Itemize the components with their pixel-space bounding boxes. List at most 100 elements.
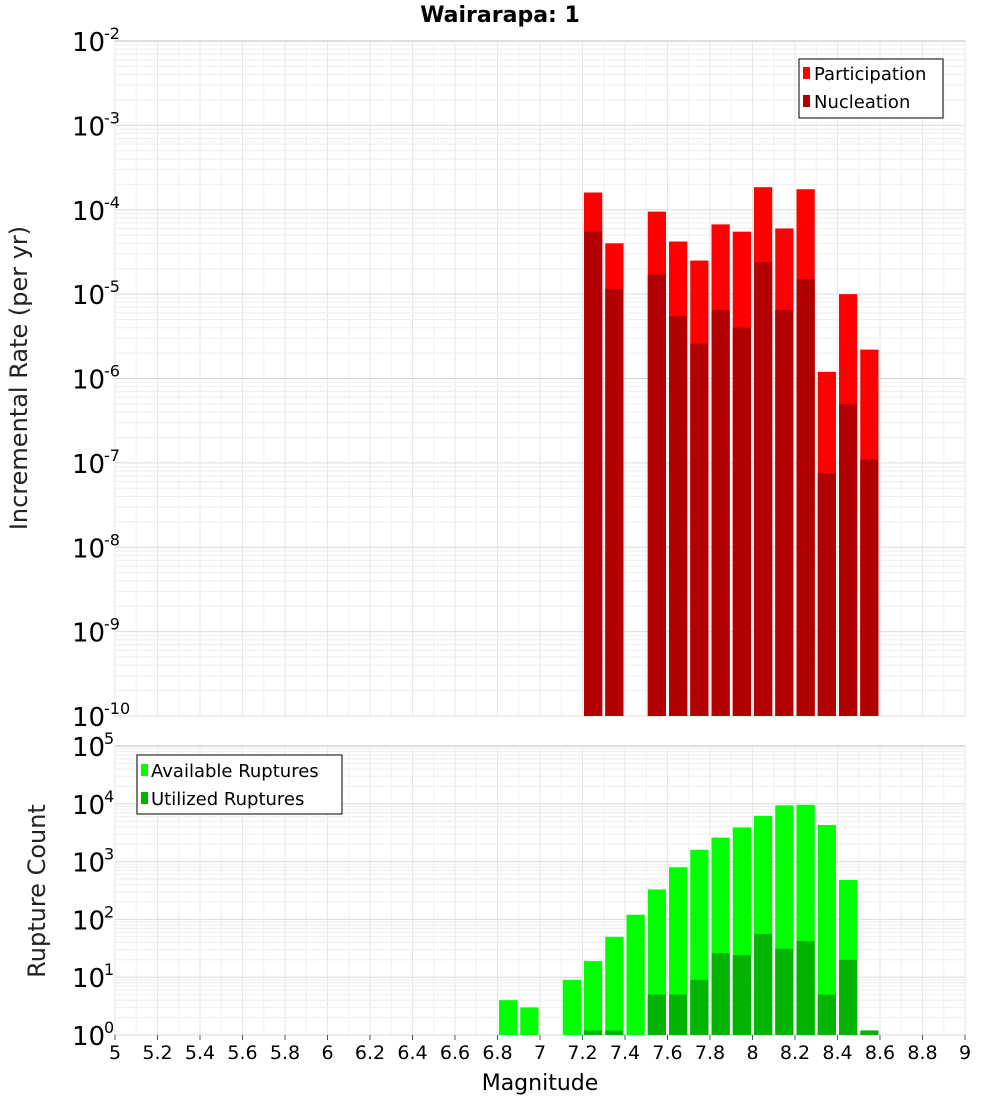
x-tick-label: 6.6 (440, 1042, 470, 1064)
y-tick-exponent: 1 (104, 960, 114, 979)
chart-title: Wairarapa: 1 (420, 3, 580, 28)
x-tick-label: 7.2 (567, 1042, 597, 1064)
legend-swatch-available (141, 764, 148, 776)
y-tick-label: 10 (72, 534, 105, 564)
x-tick-label: 6.2 (355, 1042, 385, 1064)
y-tick-label: 10 (72, 197, 105, 227)
y-tick-label: 10 (72, 791, 105, 821)
bottom-bar-s2 (584, 1030, 603, 1035)
bottom-bar-s1 (626, 914, 645, 1035)
top-bar-s2 (732, 327, 751, 716)
x-tick-label: 8.6 (865, 1042, 895, 1064)
y-tick-exponent: -8 (104, 530, 120, 549)
legend-swatch-utilized (141, 792, 148, 804)
x-tick-label: 8 (746, 1042, 758, 1064)
y-tick-label: 10 (72, 619, 105, 649)
bottom-bar-s2 (754, 933, 773, 1035)
legend-swatch-nucleation (803, 95, 810, 107)
y-tick-label: 10 (72, 28, 105, 58)
bottom-bar-s2 (605, 1030, 624, 1035)
top-bar-s2 (817, 473, 836, 716)
y-tick-label: 10 (72, 906, 105, 936)
x-tick-label: 8.2 (780, 1042, 810, 1064)
legend-swatch-participation (803, 67, 810, 79)
top-legend: Participation Nucleation (798, 58, 944, 119)
bottom-y-axis-label: Rupture Count (23, 804, 51, 978)
bottom-bar-s1 (562, 979, 581, 1035)
y-tick-exponent: -2 (104, 24, 120, 43)
top-bar-s2 (690, 343, 709, 716)
bottom-bar-s1 (605, 936, 624, 1035)
y-tick-exponent: 5 (104, 729, 114, 748)
top-bar-s2 (860, 459, 879, 716)
bottom-bar-s2 (775, 948, 794, 1035)
x-tick-label: 5.8 (270, 1042, 300, 1064)
y-tick-exponent: 2 (104, 902, 114, 921)
x-tick-label: 7 (534, 1042, 546, 1064)
x-tick-label: 8.4 (822, 1042, 852, 1064)
x-tick-label: 5.4 (185, 1042, 215, 1064)
y-tick-exponent: -10 (104, 699, 130, 718)
top-bar-s2 (839, 403, 858, 716)
top-bar-s2 (775, 309, 794, 716)
bottom-bar-s2 (817, 994, 836, 1035)
top-legend-box (798, 58, 944, 119)
bottom-bar-s2 (839, 959, 858, 1035)
x-tick-label: 9 (959, 1042, 971, 1064)
y-tick-exponent: -4 (104, 193, 120, 212)
top-grid (114, 41, 966, 717)
y-tick-exponent: -6 (104, 362, 120, 381)
y-tick-label: 10 (72, 366, 105, 396)
x-tick-label: 6.8 (482, 1042, 512, 1064)
y-tick-exponent: -3 (104, 108, 120, 127)
bottom-bar-s2 (647, 994, 666, 1035)
top-y-axis-label: Incremental Rate (per yr) (5, 226, 33, 530)
bottom-bar-s1 (817, 824, 836, 1035)
y-tick-exponent: -9 (104, 615, 120, 634)
y-tick-label: 10 (72, 703, 105, 733)
bottom-legend-box (136, 754, 343, 815)
x-tick-label: 5 (109, 1042, 121, 1064)
top-y-ticks: 10-210-310-410-510-610-710-810-910-10 (72, 24, 130, 733)
bottom-bar-s2 (732, 955, 751, 1035)
x-axis-ticks: 5 5.2 5.4 5.6 5.8 6 6.2 6.4 6.6 6.8 7 7.2 7.4 7.6 7.8 8… (109, 1035, 971, 1064)
bottom-bar-s1 (520, 1007, 539, 1035)
y-tick-exponent: 0 (104, 1018, 114, 1037)
legend-label-participation: Participation (814, 64, 926, 85)
y-tick-exponent: -5 (104, 277, 120, 296)
bottom-bar-s1 (584, 961, 603, 1035)
y-tick-label: 10 (72, 450, 105, 480)
bottom-bar-s2 (711, 953, 730, 1035)
top-bar-s2 (669, 316, 688, 716)
x-tick-label: 5.2 (142, 1042, 172, 1064)
bottom-bars (499, 804, 879, 1035)
bottom-bar-s1 (669, 867, 688, 1035)
y-tick-exponent: 3 (104, 845, 114, 864)
top-bar-s2 (796, 279, 815, 716)
y-tick-label: 10 (72, 733, 105, 763)
top-bar-s2 (605, 289, 624, 716)
bottom-bar-s2 (690, 979, 709, 1035)
legend-label-nucleation: Nucleation (814, 92, 910, 113)
top-bar-s2 (754, 262, 773, 716)
x-tick-label: 7.8 (695, 1042, 725, 1064)
x-tick-label: 7.4 (610, 1042, 640, 1064)
y-tick-label: 10 (72, 281, 105, 311)
x-tick-label: 5.6 (227, 1042, 257, 1064)
x-tick-label: 6 (321, 1042, 333, 1064)
legend-label-utilized: Utilized Ruptures (151, 789, 304, 810)
bottom-bar-s2 (796, 941, 815, 1035)
top-bar-s2 (711, 309, 730, 716)
y-tick-label: 10 (72, 1022, 105, 1052)
bottom-legend: Available Ruptures Utilized Ruptures (136, 754, 343, 815)
y-tick-label: 10 (72, 112, 105, 142)
x-tick-label: 6.4 (397, 1042, 427, 1064)
bottom-bar-s2 (669, 994, 688, 1035)
x-axis-label: Magnitude (482, 1071, 599, 1096)
top-bars (584, 187, 879, 717)
y-tick-label: 10 (72, 849, 105, 879)
top-bar-s2 (584, 231, 603, 716)
